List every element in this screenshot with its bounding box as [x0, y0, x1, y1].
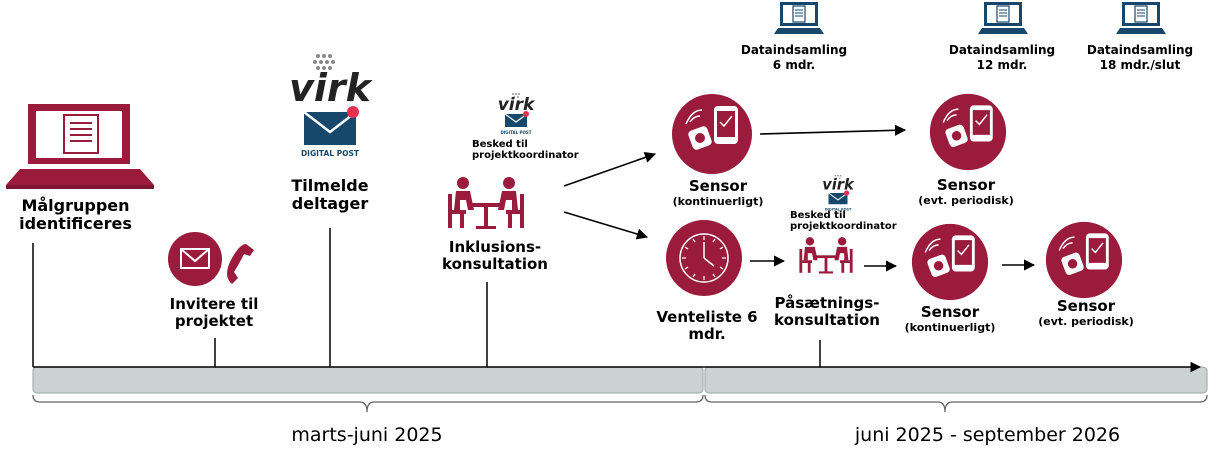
data-collection-6-label: Dataindsamling — [740, 43, 848, 57]
label-sensor-cont-2-sub: (kontinuerligt) — [904, 321, 996, 334]
period-bar-1 — [32, 366, 704, 394]
clock-icon — [666, 220, 742, 296]
label-sensor-per-2: Sensor — [1056, 297, 1116, 315]
sensor-icon — [672, 94, 752, 174]
svg-text:DIGITAL POST: DIGITAL POST — [825, 207, 852, 211]
label-message-2: Besked til projektkoordinator — [790, 210, 897, 232]
label-target-group: Målgruppen identificeres — [19, 196, 132, 233]
label-sensor-cont-2: Sensor — [920, 303, 980, 321]
svg-text:virk: virk — [822, 177, 855, 194]
data-collection-18-sub: 18 mdr./slut — [1099, 58, 1181, 72]
label-sensor-cont-1-sub: (kontinuerligt) — [672, 195, 764, 208]
period-label-2: juni 2025 - september 2026 — [854, 424, 1121, 446]
data-collection-6-sub: 6 mdr. — [772, 58, 816, 72]
data-collection-18-label: Dataindsamling — [1086, 43, 1194, 57]
meeting-icon — [799, 237, 853, 274]
label-attach: Påsætnings- konsultation — [774, 294, 880, 329]
meeting-icon — [448, 177, 524, 229]
data-collection-12-sub: 12 mdr. — [976, 58, 1028, 72]
virk-logo-graphic: virk DIGITAL POST — [289, 54, 374, 158]
label-inclusion: Inklusions- konsultation — [442, 238, 548, 273]
period-bar-2 — [704, 366, 1208, 394]
brace-period-2 — [704, 394, 1208, 413]
laptop-icon — [6, 104, 154, 189]
computer-data-icon — [1116, 2, 1166, 34]
brace-period-1 — [32, 394, 704, 413]
svg-text:DIGITAL POST: DIGITAL POST — [501, 130, 532, 135]
arrow-sensor-sensor — [759, 124, 907, 136]
envelope-icon — [168, 232, 254, 286]
computer-data-icon — [978, 2, 1028, 34]
label-message-1: Besked til projektkoordinator — [472, 139, 579, 161]
label-register: Tilmelde deltager — [291, 176, 369, 213]
digital-post-icon: virk DIGITAL POST — [822, 174, 855, 211]
label-invite: Invitere til projektet — [169, 295, 259, 330]
period-label-1: marts-juni 2025 — [291, 424, 443, 446]
arrow-inclusion-waitlist — [563, 211, 649, 240]
sensor-icon — [1045, 221, 1123, 299]
digital-post-text: DIGITAL POST — [301, 149, 360, 158]
phone-icon — [227, 244, 254, 284]
sensor-icon — [929, 93, 1007, 171]
arrow-inclusion-sensor — [563, 152, 657, 187]
digital-post-icon: virk DIGITAL POST — [498, 93, 536, 135]
computer-data-icon — [774, 2, 824, 34]
virk-text: virk — [289, 66, 374, 110]
svg-text:virk: virk — [498, 95, 536, 115]
label-sensor-per-2-sub: (evt. periodisk) — [1038, 315, 1134, 328]
data-collection-12-label: Dataindsamling — [948, 43, 1056, 57]
label-sensor-cont-1: Sensor — [688, 177, 748, 195]
virk-logo: virk DIGITAL POST — [288, 52, 374, 160]
label-waitlist: Venteliste 6 mdr. — [656, 308, 758, 343]
label-sensor-per-1-sub: (evt. periodisk) — [918, 194, 1014, 207]
sensor-icon — [911, 223, 989, 301]
label-sensor-per-1: Sensor — [936, 176, 996, 194]
